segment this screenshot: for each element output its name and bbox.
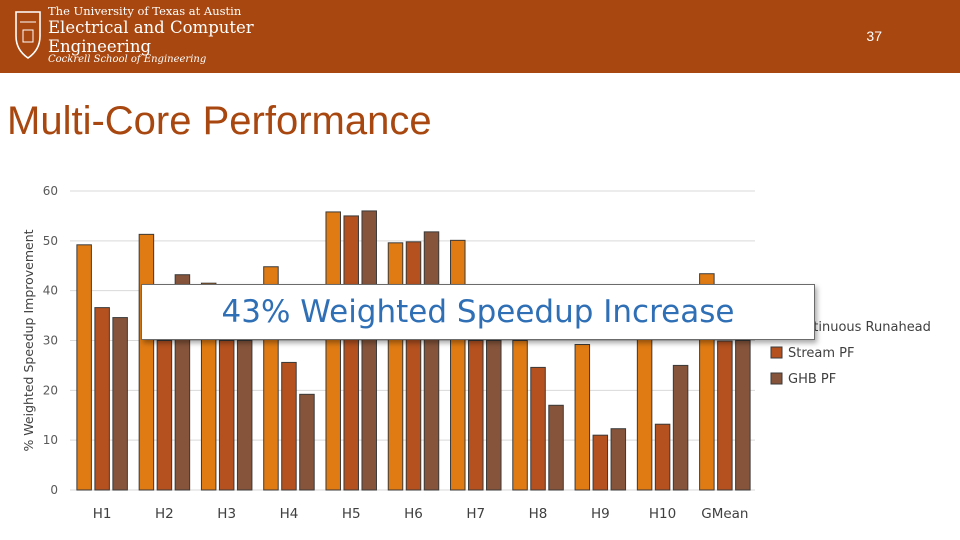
- logo-department-line2: Engineering: [48, 37, 152, 56]
- legend-label: Continuous Runahead: [788, 320, 931, 335]
- y-axis-label: % Weighted Speedup Improvement: [21, 229, 36, 451]
- bar: [112, 317, 128, 491]
- legend-label: Stream PF: [788, 346, 855, 361]
- logo-university-name: The University of Texas at Austin: [48, 4, 242, 18]
- legend-swatch: [770, 346, 783, 359]
- bar: [530, 366, 546, 491]
- y-tick-label: 40: [43, 284, 58, 298]
- bar: [218, 340, 235, 491]
- bar: [574, 343, 591, 491]
- bar: [735, 340, 751, 491]
- page-number: 37: [866, 28, 882, 44]
- y-tick-label: 60: [43, 184, 58, 198]
- bar: [138, 233, 155, 491]
- seal-icon: [15, 11, 41, 59]
- y-tick-label: 20: [43, 383, 58, 397]
- legend-label: GHB PF: [788, 372, 836, 387]
- x-tick-label: H7: [466, 506, 485, 522]
- bar: [299, 393, 315, 491]
- bar-chart: 0 10 20 30 40 50 60 % Weighted Speedup Improvem…: [21, 184, 931, 522]
- x-tick-label: H6: [404, 506, 423, 522]
- bar: [610, 428, 627, 491]
- page-title: Multi-Core Performance: [7, 99, 432, 143]
- bar: [672, 364, 689, 491]
- header-bar: The University of Texas at Austin Electr…: [0, 0, 960, 73]
- x-tick-label: H9: [591, 506, 610, 522]
- x-tick-label: GMean: [701, 506, 748, 522]
- y-tick-label: 10: [43, 433, 58, 447]
- bar: [450, 239, 466, 491]
- x-tick-label: H1: [93, 506, 112, 522]
- logo-department-name: Electrical and Computer Engineering: [48, 18, 254, 56]
- bar: [636, 335, 653, 491]
- bar: [281, 361, 297, 491]
- bar: [717, 340, 733, 491]
- bar: [654, 423, 671, 491]
- bar: [361, 210, 377, 491]
- bar: [156, 340, 173, 491]
- bar: [512, 340, 528, 491]
- university-logo: The University of Texas at Austin Electr…: [0, 0, 260, 73]
- bar: [236, 340, 253, 491]
- bar: [387, 242, 404, 491]
- bar: [486, 340, 502, 491]
- bar: [76, 244, 92, 491]
- legend-swatch: [770, 372, 783, 385]
- bar: [548, 404, 564, 491]
- y-tick-label: 30: [43, 334, 58, 348]
- x-tick-label: H8: [529, 506, 548, 522]
- speedup-callout: 43% Weighted Speedup Increase: [141, 284, 815, 340]
- bar: [325, 211, 341, 491]
- logo-department-line1: Electrical and Computer: [48, 18, 254, 37]
- y-tick-label: 50: [43, 234, 58, 248]
- bar: [423, 231, 440, 491]
- x-tick-label: H3: [217, 506, 236, 522]
- logo-school-name: Cockrell School of Engineering: [48, 54, 207, 65]
- bar: [468, 340, 484, 491]
- bar: [94, 307, 110, 491]
- bar: [592, 434, 609, 491]
- x-tick-label: H2: [155, 506, 174, 522]
- bar: [343, 215, 359, 491]
- x-tick-label: H10: [649, 506, 676, 522]
- x-tick-label: H5: [342, 506, 361, 522]
- y-tick-label: 0: [50, 483, 58, 497]
- bar: [405, 241, 422, 491]
- x-tick-label: H4: [280, 506, 299, 522]
